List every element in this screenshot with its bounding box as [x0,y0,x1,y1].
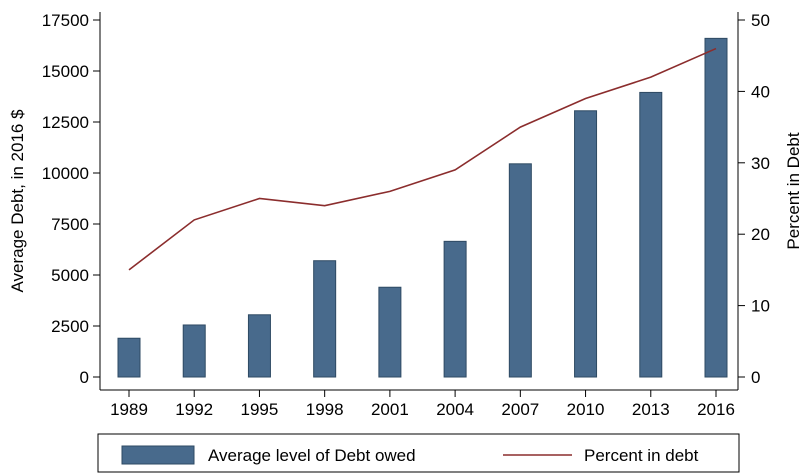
x-tick-label: 1995 [241,400,279,419]
axis-titles: Average Debt, in 2016 $ Percent in Debt [8,109,803,293]
bar-2010 [574,110,598,378]
x-tick-label: 2007 [501,400,539,419]
y-left-tick-label: 2500 [51,317,89,336]
bar-1995 [247,314,271,378]
bar-2013 [639,91,663,378]
legend-box [97,433,740,473]
x-tick-label: 1998 [306,400,344,419]
legend-label-bar: Average level of Debt owed [208,446,416,465]
y-right-tick-label: 10 [751,297,770,316]
y-right-tick-label: 40 [751,82,770,101]
bar-series [117,37,728,378]
y-right-tick-label: 30 [751,154,770,173]
bar-2007 [508,163,532,378]
x-tick-label: 2016 [697,400,735,419]
y-left-tick-label: 10000 [42,164,89,183]
bar-2001 [378,286,402,378]
y-left-tick-label: 17500 [42,11,89,30]
y-left-tick-label: 15000 [42,62,89,81]
percent-in-debt-line [128,47,717,271]
legend-bar-swatch [121,445,195,465]
x-tick-label: 2004 [436,400,474,419]
x-tick-label: 2001 [371,400,409,419]
y-left-tick-label: 7500 [51,215,89,234]
bar-1998 [313,260,337,378]
y-left-tick-label: 12500 [42,113,89,132]
line-series [128,47,717,271]
y-right-tick-label: 20 [751,225,770,244]
y-right-tick-label: 0 [751,368,760,387]
legend-label-line: Percent in debt [584,446,699,465]
bar-2004 [443,240,467,378]
x-tick-label: 2010 [567,400,605,419]
y-axis-title-right: Percent in Debt [784,132,803,249]
x-tick-label: 2013 [632,400,670,419]
x-tick-label: 1992 [175,400,213,419]
bar-1989 [117,337,141,378]
y-left-tick-label: 0 [80,368,89,387]
y-right-tick-label: 50 [751,11,770,30]
bar-2016 [704,37,728,378]
bar-1992 [182,324,206,378]
y-axis-title-left: Average Debt, in 2016 $ [8,109,27,293]
axes: 0 2500 5000 7500 10000 12500 15000 17500 0 10 20 30… [42,11,770,419]
y-left-tick-label: 5000 [51,266,89,285]
x-tick-label: 1989 [110,400,148,419]
legend: Average level of Debt owed Percent in de… [97,433,740,473]
